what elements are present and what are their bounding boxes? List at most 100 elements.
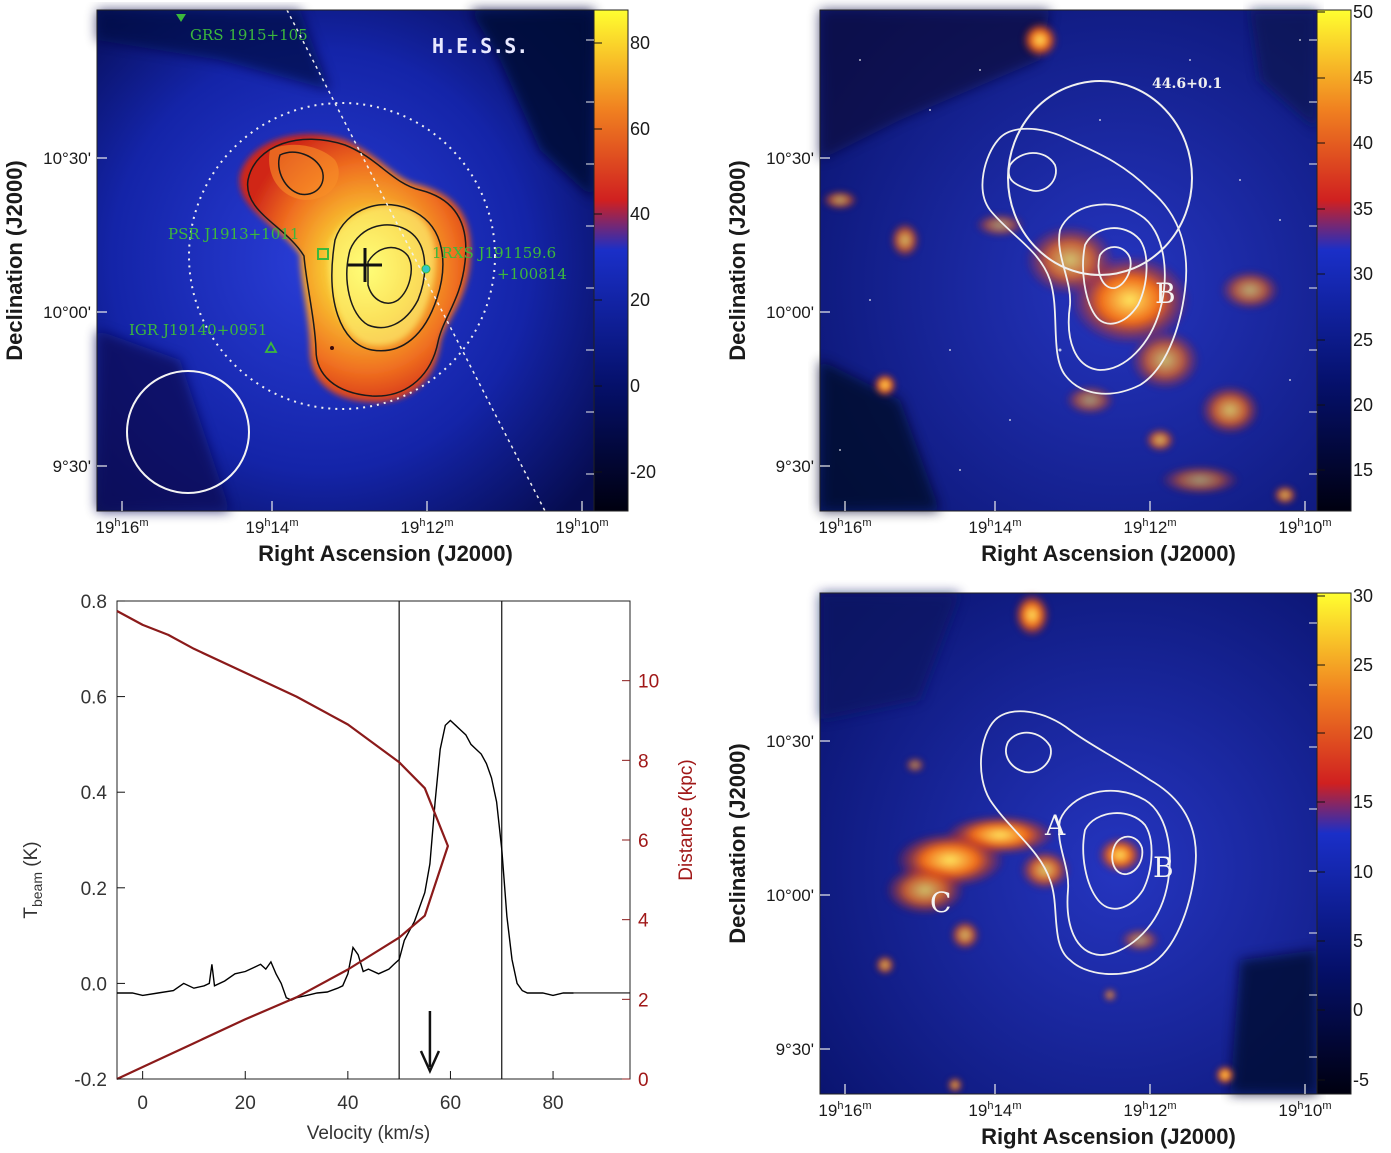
y-tick-label: 10°00' bbox=[43, 303, 91, 322]
plot-frame bbox=[116, 600, 631, 1080]
grs-marker-icon bbox=[176, 14, 186, 22]
region-label-c: C bbox=[930, 886, 951, 919]
y-axis-label: Declination (J2000) bbox=[725, 743, 750, 944]
igr-marker-icon bbox=[264, 341, 278, 353]
y-axis-label: Declination (J2000) bbox=[2, 160, 27, 361]
colorbar-tick-label: -20 bbox=[630, 462, 656, 482]
colorbar-tick-label: 5 bbox=[1353, 931, 1363, 951]
rxs-marker-icon bbox=[421, 264, 431, 274]
colorbar-tick-label: 15 bbox=[1353, 792, 1373, 812]
panel-a-hess-map: GRS 1915+105 PSR J1913+1011 1RXS J191159… bbox=[2, 9, 656, 566]
colorbar-tick-label: 45 bbox=[1353, 68, 1373, 88]
distance-curve bbox=[116, 610, 449, 1080]
co-spectrum-line bbox=[117, 719, 574, 1001]
panel-d-ir-map: A B C 19h16m 19h14m 19h12m 19h10m 10°30' 10°0… bbox=[725, 586, 1373, 1149]
panel-a-axes: 19h16m 19h14m 19h12m 19h10m 10°30' 10°00' 9°30… bbox=[2, 33, 656, 566]
y-tick-label: 0.8 bbox=[81, 592, 107, 613]
colorbar-tick-label: 25 bbox=[1353, 655, 1373, 675]
panel-d-colorbar bbox=[1316, 592, 1352, 1095]
arrow-down-icon bbox=[419, 1050, 441, 1075]
x-tick-label: 80 bbox=[542, 1093, 563, 1114]
y-tick-label: 10°30' bbox=[766, 732, 814, 751]
colorbar-tick-label: 15 bbox=[1353, 460, 1373, 480]
x-axis-label: Right Ascension (J2000) bbox=[981, 1124, 1236, 1149]
y-tick-label: 9°30' bbox=[776, 1040, 814, 1059]
x-tick-label: 19h10m bbox=[1278, 1100, 1331, 1120]
y2-tick-label: 8 bbox=[638, 751, 649, 772]
x-tick-label: 0 bbox=[137, 1093, 148, 1114]
x-tick-label: 19h16m bbox=[818, 1100, 871, 1120]
y-tick-label: 10°00' bbox=[766, 303, 814, 322]
label-psr: PSR J1913+1011 bbox=[168, 225, 299, 243]
region-label-a: A bbox=[1044, 809, 1066, 842]
label-igr: IGR J19140+0951 bbox=[129, 321, 267, 339]
snr-label: 44.6+0.1 bbox=[1152, 76, 1222, 92]
panel-b-emission bbox=[822, 22, 1297, 505]
y2-tick-label: 0 bbox=[638, 1070, 649, 1091]
y-tick-label: 9°30' bbox=[776, 457, 814, 476]
colorbar-tick-label: 35 bbox=[1353, 199, 1373, 219]
colorbar-tick-label: 60 bbox=[630, 119, 650, 139]
y-axis-label: Declination (J2000) bbox=[725, 160, 750, 361]
x-tick-label: 40 bbox=[337, 1093, 358, 1114]
panel-a-colorbar bbox=[593, 9, 629, 512]
colorbar-tick-label: 10 bbox=[1353, 862, 1373, 882]
panel-d-axes: 19h16m 19h14m 19h12m 19h10m 10°30' 10°00' 9°30… bbox=[725, 586, 1373, 1149]
panel-b-ir-map: 44.6+0.1 B 19h16m 19h14m 19h12m 19h10m 10°30… bbox=[725, 2, 1373, 566]
x-tick-label: 19h10m bbox=[1278, 517, 1331, 537]
panel-c-spectrum: 0 20 40 60 80 0.8 0.6 0.4 0.2 0.0 -0.2 0 2 4 6 8 10 Veloc… bbox=[21, 592, 697, 1144]
colorbar-tick-label: 50 bbox=[1353, 2, 1373, 22]
y-tick-label: 10°00' bbox=[766, 886, 814, 905]
y2-tick-label: 10 bbox=[638, 672, 659, 693]
colorbar-tick-label: 0 bbox=[630, 376, 640, 396]
y-axis-label: Tbeam (K) bbox=[21, 841, 45, 918]
panel-b-colorbar bbox=[1316, 9, 1352, 512]
centroid-cross bbox=[348, 248, 382, 282]
x-tick-label: 19h14m bbox=[245, 517, 298, 537]
colorbar-tick-label: 0 bbox=[1353, 1000, 1363, 1020]
x-axis-label: Velocity (km/s) bbox=[307, 1123, 431, 1144]
galactic-plane-line bbox=[286, 9, 546, 512]
y-tick-label: 10°30' bbox=[43, 149, 91, 168]
panel-b-contours bbox=[981, 127, 1188, 395]
y-tick-label: 0.0 bbox=[81, 974, 107, 995]
colorbar-tick-label: 20 bbox=[1353, 395, 1373, 415]
label-grs: GRS 1915+105 bbox=[190, 26, 308, 44]
colorbar-tick-label: 40 bbox=[630, 204, 650, 224]
x-tick-label: 20 bbox=[235, 1093, 256, 1114]
x-axis-label: Right Ascension (J2000) bbox=[981, 541, 1236, 566]
colorbar-tick-label: 20 bbox=[1353, 723, 1373, 743]
x-tick-label: 19h16m bbox=[818, 517, 871, 537]
x-axis-label: Right Ascension (J2000) bbox=[258, 541, 513, 566]
y2-tick-label: 6 bbox=[638, 831, 649, 852]
y-tick-label: 0.2 bbox=[81, 879, 107, 900]
y2-axis-label: Distance (kpc) bbox=[676, 759, 697, 880]
colorbar-tick-label: 80 bbox=[630, 33, 650, 53]
x-tick-label: 19h10m bbox=[555, 517, 608, 537]
region-label-b: B bbox=[1155, 277, 1176, 310]
x-tick-label: 19h14m bbox=[968, 1100, 1021, 1120]
x-tick-label: 19h12m bbox=[400, 517, 453, 537]
y-tick-label: -0.2 bbox=[74, 1070, 107, 1091]
y-tick-label: 9°30' bbox=[53, 457, 91, 476]
panel-b-stars bbox=[839, 39, 1301, 471]
y-tick-label: 10°30' bbox=[766, 149, 814, 168]
panel-d-contours bbox=[980, 710, 1197, 975]
x-tick-label: 19h14m bbox=[968, 517, 1021, 537]
psf-circle bbox=[126, 370, 250, 494]
y-tick-label: 0.6 bbox=[81, 688, 107, 709]
panel-d-emission bbox=[875, 593, 1235, 1093]
x-tick-label: 19h16m bbox=[95, 517, 148, 537]
label-rxs: 1RXS J191159.6 bbox=[432, 244, 556, 262]
colorbar-tick-label: 30 bbox=[1353, 264, 1373, 284]
label-rxs-line2: +100814 bbox=[497, 265, 567, 283]
y-tick-label: 0.4 bbox=[81, 783, 108, 804]
psr-marker-icon bbox=[317, 248, 329, 260]
x-tick-label: 19h12m bbox=[1123, 1100, 1176, 1120]
y2-tick-label: 4 bbox=[638, 911, 649, 932]
colorbar-tick-label: 20 bbox=[630, 290, 650, 310]
region-label-b2: B bbox=[1153, 851, 1174, 884]
colorbar-tick-label: 25 bbox=[1353, 330, 1373, 350]
telescope-label: H.E.S.S. bbox=[432, 34, 528, 58]
y2-tick-label: 2 bbox=[638, 990, 649, 1011]
